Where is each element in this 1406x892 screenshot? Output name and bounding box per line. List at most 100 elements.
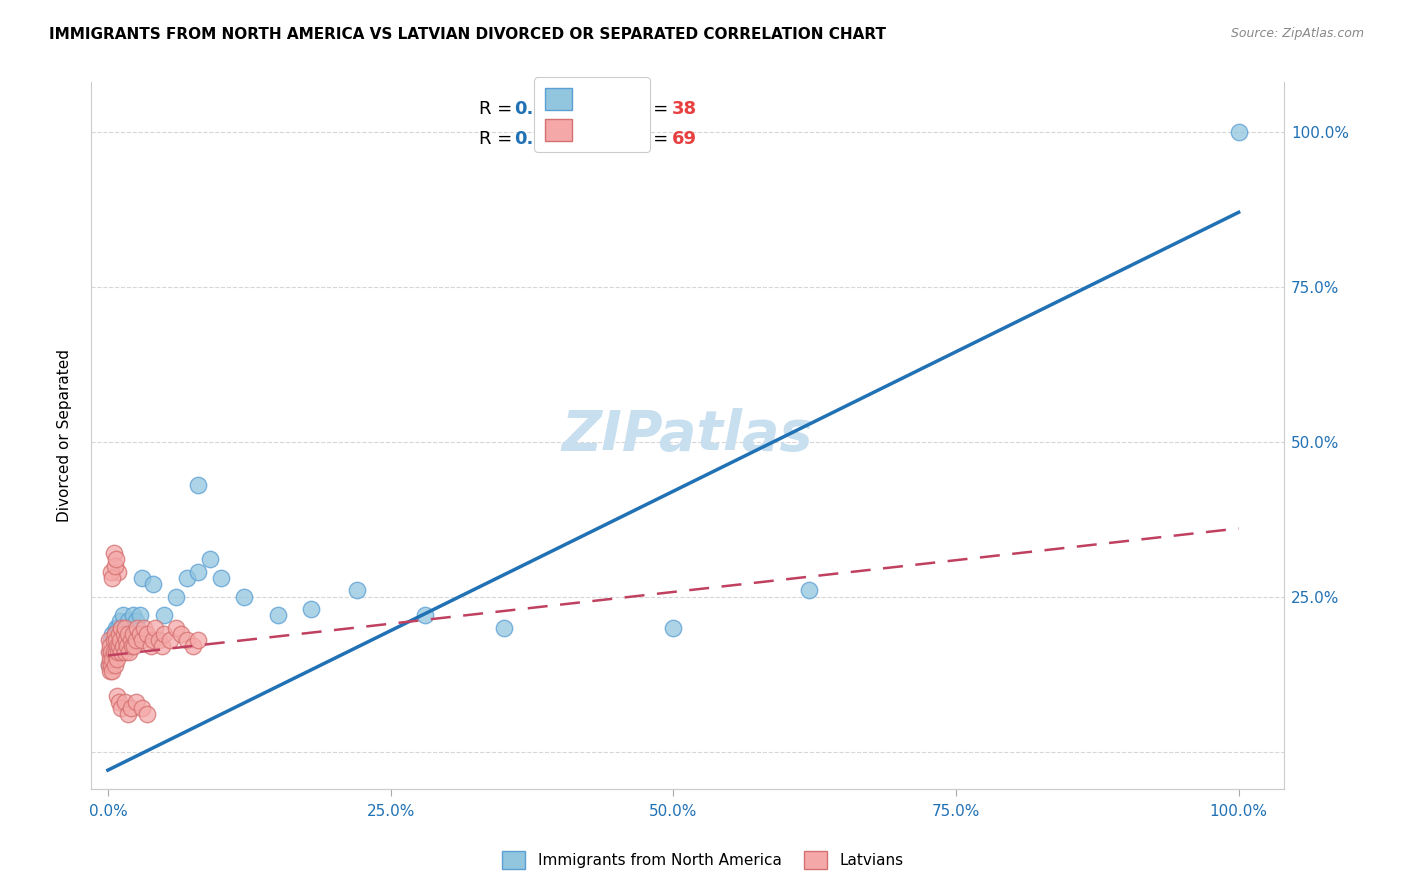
Point [98, 657, 121, 672]
Point [98, 645, 121, 659]
Point [125, 615, 148, 629]
Point [101, 571, 124, 585]
Point [120, 701, 142, 715]
Point [110, 701, 132, 715]
Text: 69: 69 [672, 129, 697, 148]
Point [110, 645, 132, 659]
Point [122, 639, 145, 653]
Point [110, 621, 132, 635]
Point [114, 695, 136, 709]
Point [198, 552, 221, 566]
Text: Source: ZipAtlas.com: Source: ZipAtlas.com [1230, 27, 1364, 40]
Point [108, 639, 131, 653]
Text: 0.846: 0.846 [515, 100, 571, 118]
Text: 38: 38 [672, 100, 697, 118]
Point [142, 577, 165, 591]
Text: 0.167: 0.167 [515, 129, 571, 148]
Point [100, 657, 122, 672]
Point [299, 602, 322, 616]
Point [107, 621, 129, 635]
Point [120, 632, 142, 647]
Point [105, 651, 128, 665]
Point [98, 664, 121, 678]
Point [104, 645, 127, 659]
Point [111, 639, 134, 653]
Point [100, 565, 122, 579]
Point [125, 632, 148, 647]
Point [187, 632, 209, 647]
Y-axis label: Divorced or Separated: Divorced or Separated [58, 349, 72, 522]
Point [209, 571, 232, 585]
Point [117, 707, 139, 722]
Point [142, 632, 165, 647]
Point [145, 621, 167, 635]
Point [115, 639, 138, 653]
Point [153, 627, 176, 641]
Point [107, 565, 129, 579]
Point [98, 632, 121, 647]
Point [98, 651, 121, 665]
Point [232, 590, 254, 604]
Point [128, 608, 150, 623]
Text: N =: N = [634, 100, 673, 118]
Point [110, 632, 132, 647]
Point [132, 621, 155, 635]
Point [114, 645, 136, 659]
Point [159, 632, 181, 647]
Point [121, 608, 143, 623]
Point [103, 645, 125, 659]
Point [101, 651, 124, 665]
Point [148, 632, 170, 647]
Point [117, 627, 139, 641]
Point [98, 645, 121, 659]
Point [127, 621, 149, 635]
Point [111, 608, 134, 623]
Point [413, 608, 436, 623]
Point [128, 627, 150, 641]
Point [103, 546, 125, 560]
Point [105, 689, 128, 703]
Point [492, 621, 515, 635]
Point [103, 632, 125, 647]
Point [104, 621, 127, 635]
Point [170, 627, 193, 641]
Point [98, 657, 121, 672]
Point [165, 621, 187, 635]
Point [115, 627, 138, 641]
Point [108, 627, 131, 641]
Point [104, 627, 127, 641]
Point [103, 639, 125, 653]
Point [346, 583, 368, 598]
Point [100, 645, 122, 659]
Point [165, 590, 187, 604]
Point [121, 627, 143, 641]
Point [100, 632, 122, 647]
Point [107, 645, 129, 659]
Point [104, 558, 127, 573]
Point [117, 615, 139, 629]
Point [266, 608, 288, 623]
Point [131, 571, 153, 585]
Point [101, 664, 124, 678]
Legend:           ,           : , [534, 77, 650, 152]
Text: IMMIGRANTS FROM NORTH AMERICA VS LATVIAN DIVORCED OR SEPARATED CORRELATION CHART: IMMIGRANTS FROM NORTH AMERICA VS LATVIAN… [49, 27, 886, 42]
Point [104, 657, 127, 672]
Point [176, 632, 198, 647]
Text: R =: R = [478, 129, 517, 148]
Point [120, 621, 142, 635]
Point [114, 621, 136, 635]
Point [105, 639, 128, 653]
Point [187, 478, 209, 492]
Point [1227, 125, 1250, 139]
Point [153, 608, 176, 623]
Point [187, 565, 209, 579]
Point [101, 627, 124, 641]
Point [114, 621, 136, 635]
Point [125, 695, 148, 709]
Point [115, 632, 138, 647]
Point [108, 627, 131, 641]
Point [104, 632, 127, 647]
Point [181, 639, 204, 653]
Point [797, 583, 820, 598]
Point [112, 627, 135, 641]
